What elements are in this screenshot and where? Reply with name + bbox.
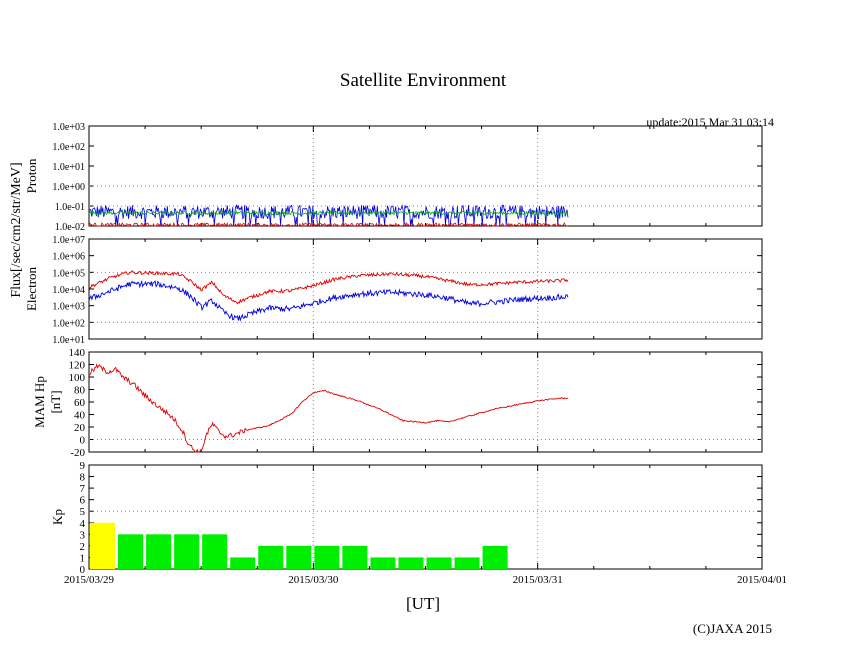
tick-label-y: 1.0e+02 <box>52 318 85 329</box>
kp-bar <box>426 557 452 569</box>
tick-label-y: 9 <box>80 460 86 472</box>
tick-label-y: 1.0e+00 <box>52 182 85 193</box>
kp-bar <box>90 522 116 569</box>
kp-bar <box>230 557 256 569</box>
series-proton-red <box>88 221 569 228</box>
series-electron-blue <box>88 280 569 322</box>
panel-proton <box>88 125 763 228</box>
kp-bar <box>258 545 284 569</box>
kp-bar <box>202 534 228 569</box>
tick-label-y: 1.0e+06 <box>52 252 85 263</box>
tick-label-y: 3 <box>80 529 86 541</box>
tick-label-y: 1.0e+03 <box>52 302 85 313</box>
tick-label-y: 80 <box>74 385 86 397</box>
kp-bar <box>370 557 396 569</box>
series-mam-hp <box>88 363 569 453</box>
tick-label-x: 2015/03/31 <box>513 574 563 586</box>
kp-bar <box>174 534 200 569</box>
kp-bar <box>146 534 172 569</box>
tick-label-x: 2015/04/01 <box>737 574 787 586</box>
series-electron-red <box>88 270 569 305</box>
kp-axis-label: Kp <box>50 509 65 525</box>
series-proton-blue <box>88 204 569 226</box>
tick-label-y: 1.0e+01 <box>52 335 85 346</box>
tick-label-y: 1.0e+07 <box>52 235 85 246</box>
tick-label-y: 8 <box>80 472 86 484</box>
mam-hp-unit-label: [nT] <box>48 390 63 413</box>
panel-frame <box>88 351 763 453</box>
tick-label-y: 7 <box>80 483 86 495</box>
flux-axis-label: Flux[/sec/cm2/str/MeV] <box>9 162 24 297</box>
panel-mam_hp <box>88 351 763 453</box>
tick-label-y: 1.0e+02 <box>52 142 85 153</box>
tick-label-y: 5 <box>80 506 86 518</box>
series-proton-green <box>88 210 569 216</box>
kp-bar <box>314 545 340 569</box>
tick-label-y: 120 <box>69 360 86 372</box>
tick-label-x: 2015/03/30 <box>288 574 339 586</box>
tick-label-y: 1 <box>80 552 86 564</box>
proton-axis-label: Proton <box>24 158 39 193</box>
tick-label-y: 60 <box>74 397 86 409</box>
tick-label-y: 140 <box>69 347 86 359</box>
tick-label-y: 1.0e+03 <box>52 122 85 133</box>
chart-title: Satellite Environment <box>339 70 507 91</box>
panel-electron <box>88 238 763 340</box>
tick-label-y: 1.0e+05 <box>52 268 85 279</box>
tick-label-y: 100 <box>69 372 86 384</box>
tick-label-y: 0 <box>80 564 86 576</box>
tick-label-x: 2015/03/29 <box>64 574 115 586</box>
tick-label-y: 1.0e+04 <box>52 285 85 296</box>
tick-label-y: 20 <box>74 422 86 434</box>
kp-bar <box>454 557 480 569</box>
panel-frame <box>88 238 763 340</box>
tick-label-y: 4 <box>80 518 86 530</box>
kp-bar <box>342 545 368 569</box>
tick-label-y: 1.0e+01 <box>52 162 85 173</box>
kp-bar <box>118 534 144 569</box>
electron-axis-label: Electron <box>24 266 39 311</box>
tick-label-y: 2 <box>80 541 86 553</box>
tick-label-y: 0 <box>80 435 86 447</box>
kp-bar <box>482 545 508 569</box>
kp-bar <box>286 545 312 569</box>
tick-label-y: -20 <box>70 447 85 459</box>
copyright-credit: (C)JAXA 2015 <box>692 621 772 636</box>
mam-hp-axis-label: MAM Hp <box>32 376 47 428</box>
tick-label-y: 1.0e-02 <box>55 222 85 233</box>
tick-label-y: 40 <box>74 410 86 422</box>
tick-label-y: 1.0e-01 <box>55 202 85 213</box>
tick-label-y: 6 <box>80 495 86 507</box>
kp-bar <box>398 557 424 569</box>
x-axis-label: [UT] <box>406 594 440 613</box>
panel-kp <box>88 464 763 570</box>
